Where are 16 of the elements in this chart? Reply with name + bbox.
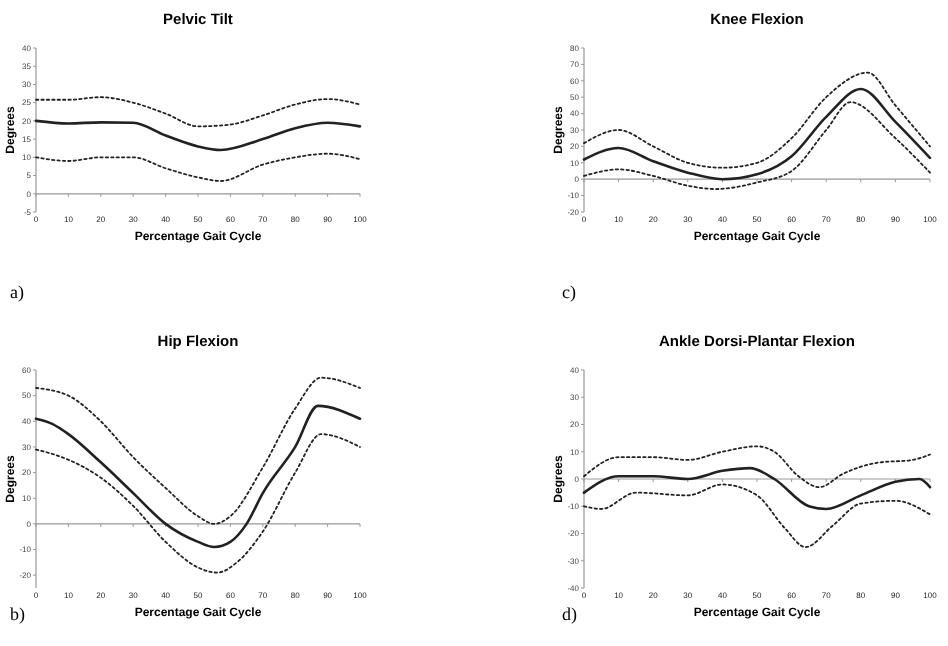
line-series [34, 119, 362, 152]
line-series [35, 376, 361, 525]
line-series [35, 96, 361, 128]
line-series [583, 483, 931, 549]
line-series [35, 433, 361, 574]
text: a) [10, 282, 24, 302]
line-series [34, 404, 362, 549]
line-series [582, 87, 932, 181]
line-series [582, 466, 932, 511]
text: d) [562, 604, 577, 624]
text: b) [10, 604, 25, 624]
line-series [583, 445, 931, 489]
line-series [583, 101, 931, 190]
line-series [583, 71, 931, 169]
text: c) [562, 282, 576, 302]
line-series [35, 152, 361, 182]
